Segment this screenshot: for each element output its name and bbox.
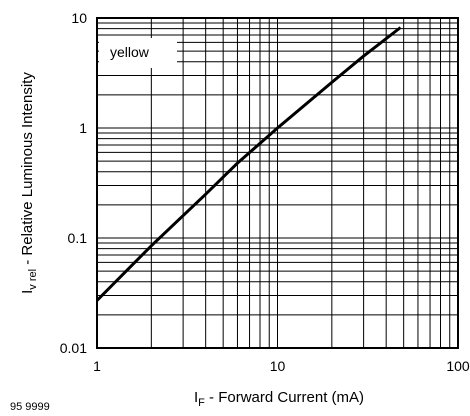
y-axis-label: Iv rel - Relative Luminous Intensity (19, 72, 39, 294)
series-line (95, 26, 402, 302)
y-tick-label: 10 (71, 10, 87, 26)
annotation-background (99, 38, 177, 68)
x-axis-label-main: I (194, 389, 198, 406)
x-tick-label: 100 (446, 358, 470, 374)
y-axis-label-rest: - Relative Luminous Intensity (19, 72, 36, 269)
x-tick-labels: 1 10 100 (93, 358, 470, 374)
y-tick-label: 1 (79, 120, 87, 136)
figure-number: 95 9999 (10, 401, 50, 413)
x-axis-label: IF - Forward Current (mA) (194, 389, 364, 409)
x-axis-label-sub: F (198, 397, 205, 409)
x-tick-label: 1 (93, 358, 101, 374)
x-axis-label-rest: - Forward Current (mA) (205, 389, 364, 406)
grid-lines (97, 18, 458, 348)
y-axis-label-sub: v rel (27, 269, 39, 290)
y-tick-labels: 0.01 0.1 1 10 (60, 10, 87, 356)
x-tick-label: 10 (270, 358, 286, 374)
y-tick-label: 0.01 (60, 340, 87, 356)
y-tick-label: 0.1 (68, 230, 88, 246)
annotation-label: yellow (110, 44, 150, 60)
plot-frame (96, 17, 459, 349)
y-axis-label-main: I (19, 290, 36, 294)
